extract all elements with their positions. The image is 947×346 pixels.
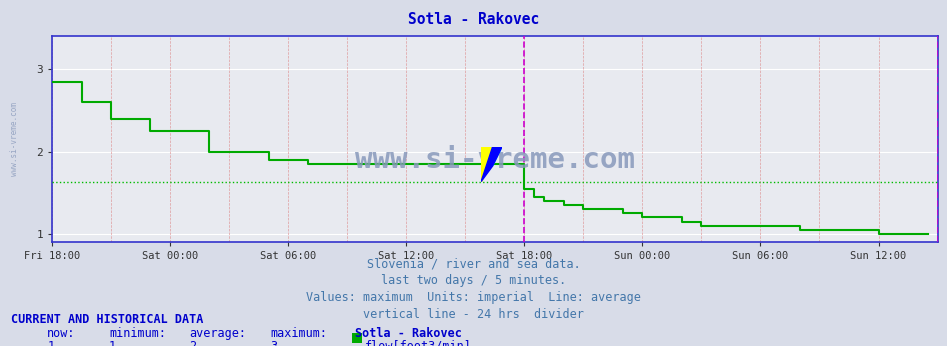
Text: vertical line - 24 hrs  divider: vertical line - 24 hrs divider (363, 308, 584, 321)
Text: Sotla - Rakovec: Sotla - Rakovec (408, 12, 539, 27)
Text: CURRENT AND HISTORICAL DATA: CURRENT AND HISTORICAL DATA (11, 313, 204, 326)
Text: 1: 1 (47, 340, 55, 346)
Text: average:: average: (189, 327, 246, 340)
Text: 2: 2 (189, 340, 197, 346)
Text: now:: now: (47, 327, 76, 340)
Text: Sotla - Rakovec: Sotla - Rakovec (355, 327, 462, 340)
Text: maximum:: maximum: (270, 327, 327, 340)
Text: Slovenia / river and sea data.: Slovenia / river and sea data. (366, 258, 581, 271)
Text: Values: maximum  Units: imperial  Line: average: Values: maximum Units: imperial Line: av… (306, 291, 641, 304)
Polygon shape (481, 147, 502, 182)
Text: minimum:: minimum: (109, 327, 166, 340)
Polygon shape (481, 147, 492, 182)
Text: www.si-vreme.com: www.si-vreme.com (355, 146, 634, 174)
Text: 3: 3 (270, 340, 277, 346)
Text: 1: 1 (109, 340, 116, 346)
Text: last two days / 5 minutes.: last two days / 5 minutes. (381, 274, 566, 288)
Text: www.si-vreme.com: www.si-vreme.com (10, 102, 19, 176)
Polygon shape (492, 147, 502, 166)
Text: flow[foot3/min]: flow[foot3/min] (365, 340, 472, 346)
